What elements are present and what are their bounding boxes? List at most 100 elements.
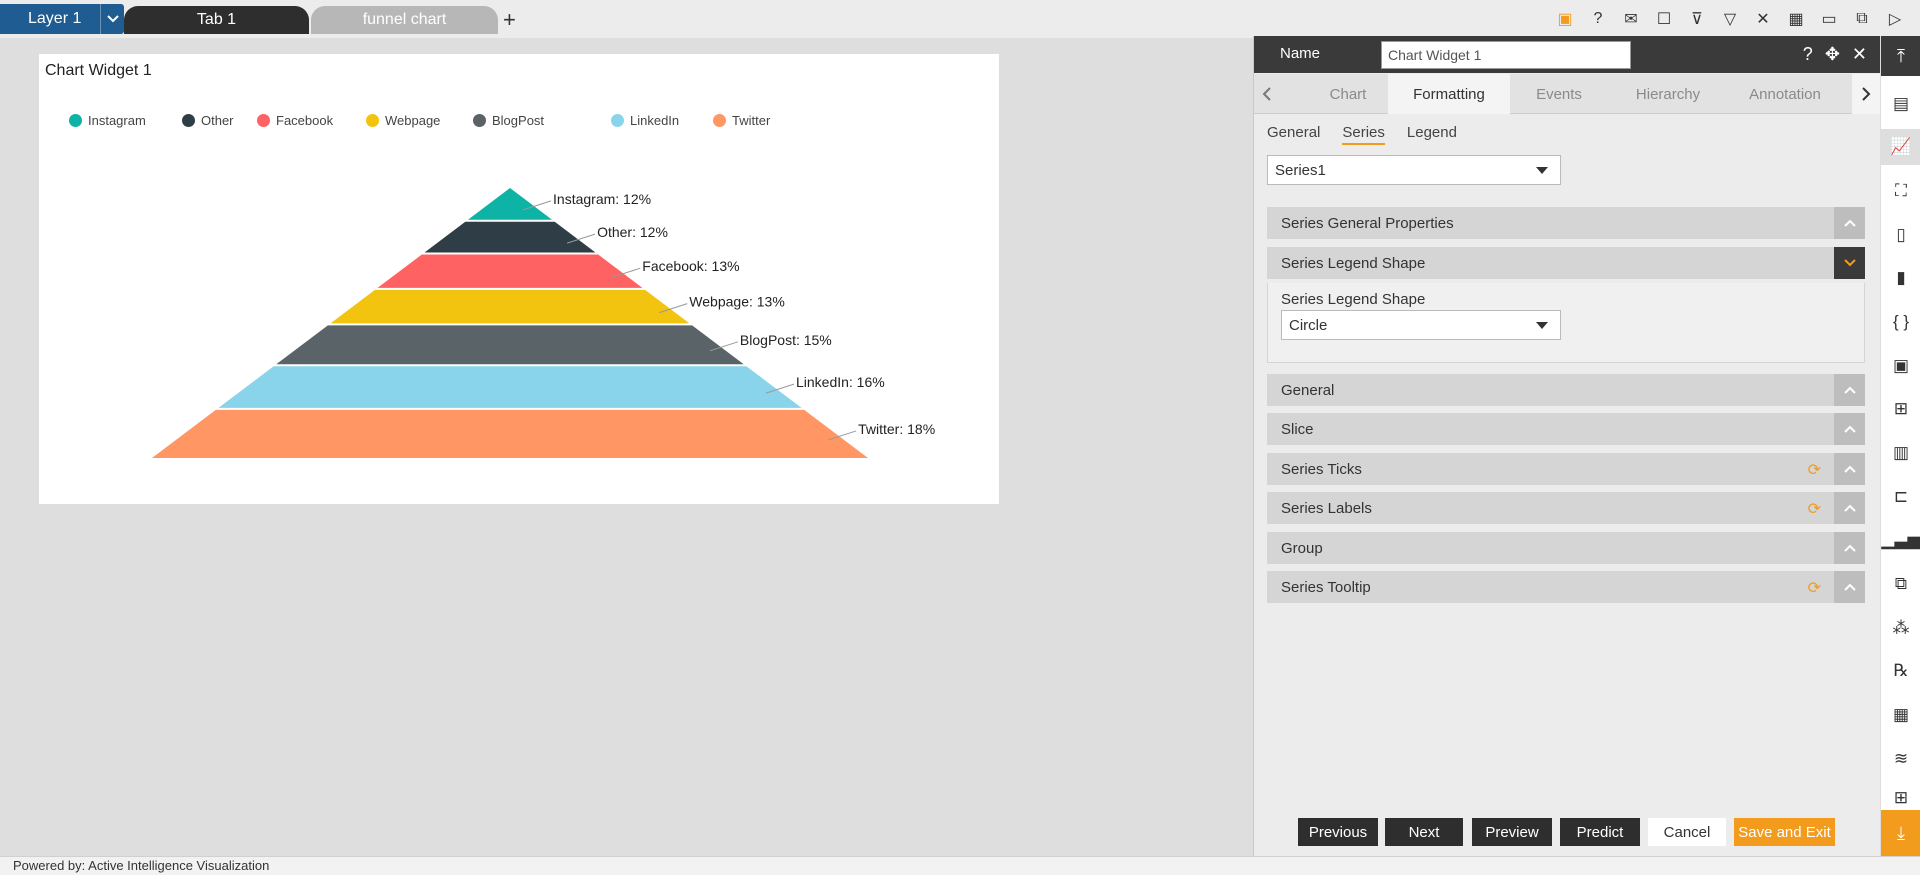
chevron-up-icon[interactable]: [1834, 207, 1865, 239]
save-and-exit-button[interactable]: Save and Exit: [1734, 818, 1835, 846]
accordion-series-ticks[interactable]: Series Ticks ⟳: [1267, 453, 1865, 485]
subtab-legend[interactable]: Legend: [1406, 124, 1457, 141]
legend-item[interactable]: Facebook: [257, 113, 333, 128]
label-leader-line: [566, 233, 596, 244]
accordion-general[interactable]: General: [1267, 374, 1865, 406]
help-icon[interactable]: ?: [1802, 44, 1813, 64]
chevron-up-icon[interactable]: [1834, 374, 1865, 406]
help-icon[interactable]: ?: [1593, 10, 1603, 27]
map-icon[interactable]: ⛶: [1895, 181, 1907, 200]
collapse-bottom-icon[interactable]: ⤓: [1881, 810, 1920, 856]
layers-icon[interactable]: ≋: [1893, 749, 1909, 768]
file-icon[interactable]: ▮: [1896, 268, 1906, 287]
copy-icon[interactable]: ⧉: [1894, 574, 1908, 593]
close-icon[interactable]: ✕: [1851, 44, 1867, 64]
accordion-series-labels[interactable]: Series Labels ⟳: [1267, 492, 1865, 524]
predict-button[interactable]: Predict: [1560, 818, 1640, 846]
chart-widget[interactable]: Chart Widget 1 Instagram Other Facebook Web…: [39, 54, 999, 504]
hierarchy-icon[interactable]: ⊏: [1893, 487, 1909, 506]
legend-item[interactable]: Twitter: [713, 113, 770, 128]
accordion-series-legend-shape[interactable]: Series Legend Shape: [1267, 247, 1865, 279]
rx-icon[interactable]: ℞: [1893, 661, 1909, 680]
layout-icon[interactable]: ⊞: [1893, 399, 1909, 418]
layer-label: Layer 1: [28, 10, 82, 27]
legend-item[interactable]: BlogPost: [473, 113, 544, 128]
funnel-segment[interactable]: [276, 325, 744, 365]
devices-icon[interactable]: ⧉: [1856, 10, 1868, 27]
cancel-button[interactable]: Cancel: [1648, 818, 1726, 846]
refresh-icon[interactable]: ⟳: [1807, 501, 1821, 518]
tab-formatting[interactable]: Formatting: [1388, 74, 1510, 114]
legend-shape-select[interactable]: Circle: [1281, 310, 1561, 340]
tab-chart[interactable]: Chart: [1329, 85, 1367, 103]
clear-filter-icon[interactable]: ⊽: [1691, 11, 1703, 28]
tab-funnel-chart[interactable]: funnel chart: [311, 6, 498, 34]
subtab-general[interactable]: General: [1267, 124, 1321, 141]
report-icon[interactable]: ▥: [1892, 443, 1910, 462]
chevron-up-icon[interactable]: [1834, 453, 1865, 485]
funnel-segment[interactable]: [377, 254, 643, 288]
add-widget-icon[interactable]: ⊞: [1893, 788, 1909, 807]
image-icon[interactable]: ▣: [1892, 356, 1910, 375]
tab-tab-1[interactable]: Tab 1: [124, 6, 309, 34]
refresh-icon[interactable]: ⟳: [1807, 462, 1821, 479]
tabs-next-icon[interactable]: [1852, 74, 1881, 114]
tab-events[interactable]: Events: [1536, 85, 1582, 103]
chevron-up-icon[interactable]: [1834, 492, 1865, 524]
tab-hierarchy[interactable]: Hierarchy: [1635, 85, 1701, 103]
preview-icon[interactable]: ▭: [1821, 11, 1837, 28]
tab-annotation[interactable]: Annotation: [1749, 85, 1821, 103]
name-input[interactable]: [1381, 41, 1631, 69]
funnel-segment[interactable]: [467, 188, 553, 220]
right-sidebar: ⤒ ▤ 📈 ⛶ ▯ ▮ { } ▣ ⊞ ▥ ⊏ ▁▃▅ ⧉ ⁂ ℞ ▦ ≋ ⊞ …: [1880, 36, 1920, 856]
funnel-segment[interactable]: [218, 366, 802, 408]
legend-shape-label: Series Legend Shape: [1281, 291, 1426, 308]
document-icon[interactable]: ▯: [1896, 225, 1906, 244]
accordion-slice[interactable]: Slice: [1267, 413, 1865, 445]
accordion-series-general-properties[interactable]: Series General Properties: [1267, 207, 1865, 239]
funnel-segment[interactable]: [152, 409, 868, 458]
play-icon[interactable]: ▷: [1888, 11, 1902, 28]
bar-chart-icon[interactable]: ▁▃▅: [1881, 530, 1920, 549]
comment-icon[interactable]: ☐: [1656, 11, 1672, 28]
notes-icon[interactable]: ▦: [1892, 705, 1910, 724]
chevron-up-icon[interactable]: [1834, 532, 1865, 564]
chevron-up-icon[interactable]: [1834, 571, 1865, 603]
previous-button[interactable]: Previous: [1298, 818, 1378, 846]
legend-item[interactable]: Instagram: [69, 113, 146, 128]
legend-item[interactable]: LinkedIn: [611, 113, 679, 128]
accordion-series-tooltip[interactable]: Series Tooltip ⟳: [1267, 571, 1865, 603]
main-tabs: Chart Formatting Events Hierarchy Annota…: [1254, 74, 1881, 114]
modules-icon[interactable]: ⁂: [1892, 618, 1910, 637]
filter-icon[interactable]: ▽: [1723, 11, 1737, 28]
legend-item[interactable]: Other: [182, 113, 234, 128]
series-select[interactable]: Series1: [1267, 155, 1561, 185]
collapse-top-icon[interactable]: ⤒: [1881, 36, 1920, 76]
mail-icon[interactable]: ✉: [1624, 11, 1638, 28]
accordion-label: Series Tooltip: [1281, 578, 1371, 596]
funnel-chart: Instagram: 12% Other: 12% Facebook: 13% Web…: [152, 188, 935, 458]
table-icon[interactable]: ▦: [1788, 11, 1804, 28]
add-tab-button[interactable]: +: [503, 7, 516, 32]
tabs-prev-icon[interactable]: [1254, 74, 1278, 114]
funnel-segment[interactable]: [330, 289, 690, 324]
widget-list-icon[interactable]: ▤: [1892, 94, 1910, 113]
layer-selector[interactable]: Layer 1: [0, 4, 124, 34]
legend-item[interactable]: Webpage: [366, 113, 440, 128]
accordion-label: Series Ticks: [1281, 460, 1362, 478]
tools-icon[interactable]: ✕: [1756, 11, 1770, 28]
chevron-down-icon[interactable]: [1834, 247, 1865, 279]
code-icon[interactable]: { }: [1892, 312, 1910, 331]
accordion-group[interactable]: Group: [1267, 532, 1865, 564]
preview-button[interactable]: Preview: [1472, 818, 1552, 846]
refresh-icon[interactable]: ⟳: [1807, 580, 1821, 597]
chevron-down-icon[interactable]: [100, 4, 124, 34]
move-icon[interactable]: ✥: [1824, 44, 1840, 64]
chevron-up-icon[interactable]: [1834, 413, 1865, 445]
chart-icon[interactable]: 📈: [1881, 129, 1920, 165]
save-icon[interactable]: ▣: [1557, 11, 1573, 28]
next-button[interactable]: Next: [1385, 818, 1463, 846]
subtab-series[interactable]: Series: [1342, 124, 1385, 145]
funnel-segment[interactable]: [424, 221, 596, 253]
legend-dot: [257, 114, 270, 127]
